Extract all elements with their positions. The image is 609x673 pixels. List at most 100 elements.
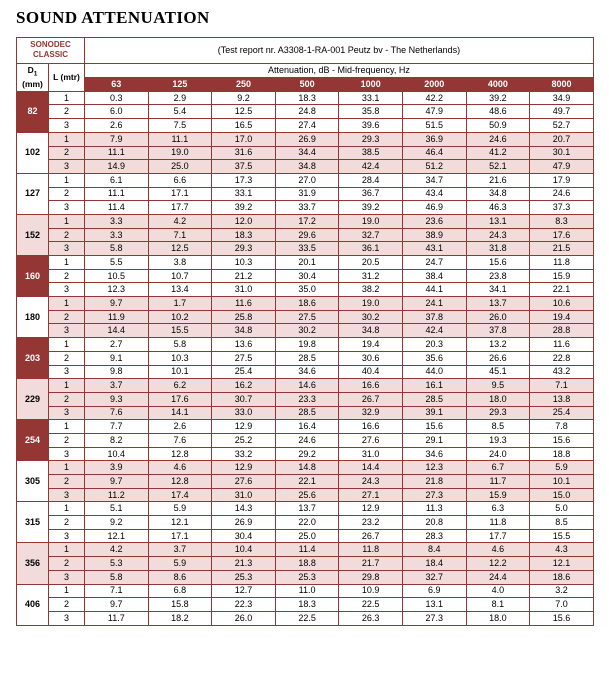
l-value-d356-1: 1	[47, 542, 86, 558]
attenuation-value-d229-l3-f8000: 25.4	[529, 405, 594, 421]
attenuation-value-d406-l2-f125: 15.8	[147, 597, 213, 612]
attenuation-value-d127-l3-f250: 39.2	[211, 200, 276, 215]
attenuation-value-d356-l3-f8000: 18.6	[529, 569, 594, 585]
l-value-d406-1: 1	[47, 583, 86, 599]
sound-attenuation-table: SONODEC CLASSIC (Test report nr. A3308-1…	[15, 37, 594, 626]
attenuation-value-d127-l3-f8000: 37.3	[529, 200, 594, 215]
attenuation-value-d356-l2-f1000: 21.7	[338, 556, 403, 571]
l-value-d160-1: 1	[47, 255, 86, 270]
attenuation-value-d229-l1-f4000: 9.5	[465, 378, 531, 393]
attenuation-value-d406-l1-f125: 6.8	[147, 583, 213, 599]
attenuation-value-d180-l3-f250: 34.8	[211, 323, 276, 339]
attenuation-value-d315-l2-f500: 22.0	[274, 515, 340, 530]
attenuation-value-d82-l3-f125: 7.5	[147, 118, 213, 133]
l-value-d203-3: 3	[47, 364, 86, 380]
attenuation-value-d160-l3-f2000: 44.1	[401, 282, 467, 298]
attenuation-value-d152-l1-f250: 12.0	[211, 213, 276, 229]
attenuation-value-d229-l3-f1000: 32.9	[338, 405, 403, 421]
attenuation-value-d152-l2-f2000: 38.9	[401, 227, 467, 243]
attenuation-value-d305-l3-f125: 17.4	[147, 487, 213, 503]
attenuation-value-d160-l3-f125: 13.4	[147, 282, 213, 298]
attenuation-value-d315-l1-f500: 13.7	[274, 501, 340, 517]
attenuation-value-d356-l2-f125: 5.9	[147, 556, 213, 571]
l-value-d203-2: 2	[47, 350, 86, 366]
attenuation-value-d160-l3-f1000: 38.2	[338, 282, 403, 298]
attenuation-value-d152-l3-f250: 29.3	[211, 241, 276, 257]
frequency-header-125: 125	[147, 76, 213, 92]
attenuation-body: 82 1 0.3 2.9 9.2 18.3 33.1 42.2 39.2 34.9 2 6.0 5.4 1…	[16, 90, 594, 626]
data-row-d254-l1: 254 1 7.7 2.6 12.9 16.4 16.6 15.6 8.5 7.8	[16, 419, 594, 462]
data-row-d160-l2: 2 10.5 10.7 21.2 30.4 31.2 38.4 23.8 15.9	[17, 268, 594, 284]
attenuation-value-d305-l2-f250: 27.6	[211, 474, 276, 489]
brand-line1: SONODEC	[30, 40, 71, 49]
frequency-header-500: 500	[274, 76, 340, 92]
d1-label-229: 229	[16, 378, 49, 421]
attenuation-value-d254-l1-f1000: 16.6	[338, 419, 403, 434]
attenuation-value-d356-l1-f1000: 11.8	[338, 542, 403, 558]
attenuation-value-d254-l2-f250: 25.2	[211, 432, 276, 448]
l-value-d254-1: 1	[47, 419, 86, 434]
attenuation-value-d180-l1-f1000: 19.0	[338, 296, 403, 311]
attenuation-value-d254-l3-f2000: 34.6	[401, 446, 467, 462]
attenuation-value-d160-l2-f125: 10.7	[147, 268, 213, 284]
attenuation-value-d180-l1-f125: 1.7	[147, 296, 213, 311]
attenuation-value-d180-l1-f4000: 13.7	[465, 296, 531, 311]
attenuation-value-d82-l3-f1000: 39.6	[338, 118, 403, 133]
l-value-d229-2: 2	[47, 391, 86, 407]
brand-line2: CLASSIC	[32, 50, 69, 60]
attenuation-value-d127-l3-f4000: 46.3	[465, 200, 531, 215]
attenuation-value-d127-l1-f125: 6.6	[147, 172, 213, 188]
attenuation-value-d82-l3-f4000: 50.9	[465, 118, 531, 133]
attenuation-value-d305-l1-f500: 14.8	[274, 460, 340, 476]
attenuation-value-d160-l1-f500: 20.1	[274, 255, 340, 270]
attenuation-value-d127-l2-f1000: 36.7	[338, 186, 403, 202]
attenuation-value-d203-l2-f63: 9.1	[84, 350, 149, 366]
data-row-d406-l1: 406 1 7.1 6.8 12.7 11.0 10.9 6.9 4.0 3.2	[16, 583, 594, 626]
l-value-d152-2: 2	[47, 227, 86, 243]
attenuation-value-d180-l2-f8000: 19.4	[529, 309, 594, 325]
l-value-d203-1: 1	[47, 337, 86, 352]
data-row-d180-l1: 180 1 9.7 1.7 11.6 18.6 19.0 24.1 13.7 10.6	[16, 296, 594, 339]
attenuation-value-d229-l3-f250: 33.0	[211, 405, 276, 421]
attenuation-value-d160-l3-f8000: 22.1	[529, 282, 594, 298]
attenuation-value-d203-l3-f500: 34.6	[274, 364, 340, 380]
data-row-d203-l2: 2 9.1 10.3 27.5 28.5 30.6 35.6 26.6 22.8	[17, 350, 594, 366]
data-row-d127-l1: 127 1 6.1 6.6 17.3 27.0 28.4 34.7 21.6 17.9	[16, 172, 594, 215]
attenuation-value-d356-l1-f500: 11.4	[274, 542, 340, 558]
attenuation-value-d203-l1-f2000: 20.3	[401, 337, 467, 352]
attenuation-value-d305-l1-f125: 4.6	[147, 460, 213, 476]
attenuation-value-d127-l1-f1000: 28.4	[338, 172, 403, 188]
data-row-d82-l2: 2 6.0 5.4 12.5 24.8 35.8 47.9 48.6 49.7	[17, 104, 594, 120]
attenuation-value-d315-l3-f125: 17.1	[147, 528, 213, 544]
data-row-d229-l2: 2 9.3 17.6 30.7 23.3 26.7 28.5 18.0 13.8	[17, 391, 594, 407]
attenuation-value-d127-l2-f63: 11.1	[84, 186, 149, 202]
data-row-d315-l1: 315 1 5.1 5.9 14.3 13.7 12.9 11.3 6.3 5.0	[16, 501, 594, 544]
attenuation-value-d254-l3-f8000: 18.8	[529, 446, 594, 462]
attenuation-value-d406-l3-f500: 22.5	[274, 610, 340, 626]
attenuation-value-d254-l1-f250: 12.9	[211, 419, 276, 434]
attenuation-value-d160-l3-f63: 12.3	[84, 282, 149, 298]
attenuation-value-d305-l3-f250: 31.0	[211, 487, 276, 503]
attenuation-value-d160-l1-f125: 3.8	[147, 255, 213, 270]
l-value-d127-1: 1	[47, 172, 86, 188]
attenuation-value-d82-l3-f8000: 52.7	[529, 118, 594, 133]
data-row-d305-l2: 2 9.7 12.8 27.6 22.1 24.3 21.8 11.7 10.1	[17, 474, 594, 489]
l-value-d180-1: 1	[47, 296, 86, 311]
data-row-d315-l2: 2 9.2 12.1 26.9 22.0 23.2 20.8 11.8 8.5	[17, 515, 594, 530]
attenuation-value-d102-l2-f63: 11.1	[84, 145, 149, 161]
attenuation-value-d127-l3-f500: 33.7	[274, 200, 340, 215]
attenuation-value-d102-l3-f250: 37.5	[211, 159, 276, 174]
attenuation-value-d180-l1-f250: 11.6	[211, 296, 276, 311]
data-row-d406-l2: 2 9.7 15.8 22.3 18.3 22.5 13.1 8.1 7.0	[17, 597, 594, 612]
attenuation-value-d229-l1-f1000: 16.6	[338, 378, 403, 393]
attenuation-value-d305-l2-f8000: 10.1	[529, 474, 594, 489]
l-value-d160-2: 2	[47, 268, 86, 284]
attenuation-value-d406-l3-f250: 26.0	[211, 610, 276, 626]
attenuation-value-d254-l1-f125: 2.6	[147, 419, 213, 434]
attenuation-value-d356-l3-f250: 25.3	[211, 569, 276, 585]
attenuation-value-d160-l2-f250: 21.2	[211, 268, 276, 284]
attenuation-value-d180-l3-f1000: 34.8	[338, 323, 403, 339]
frequency-header-8000: 8000	[529, 76, 594, 92]
l-value-d82-2: 2	[47, 104, 86, 120]
attenuation-value-d315-l2-f63: 9.2	[84, 515, 149, 530]
